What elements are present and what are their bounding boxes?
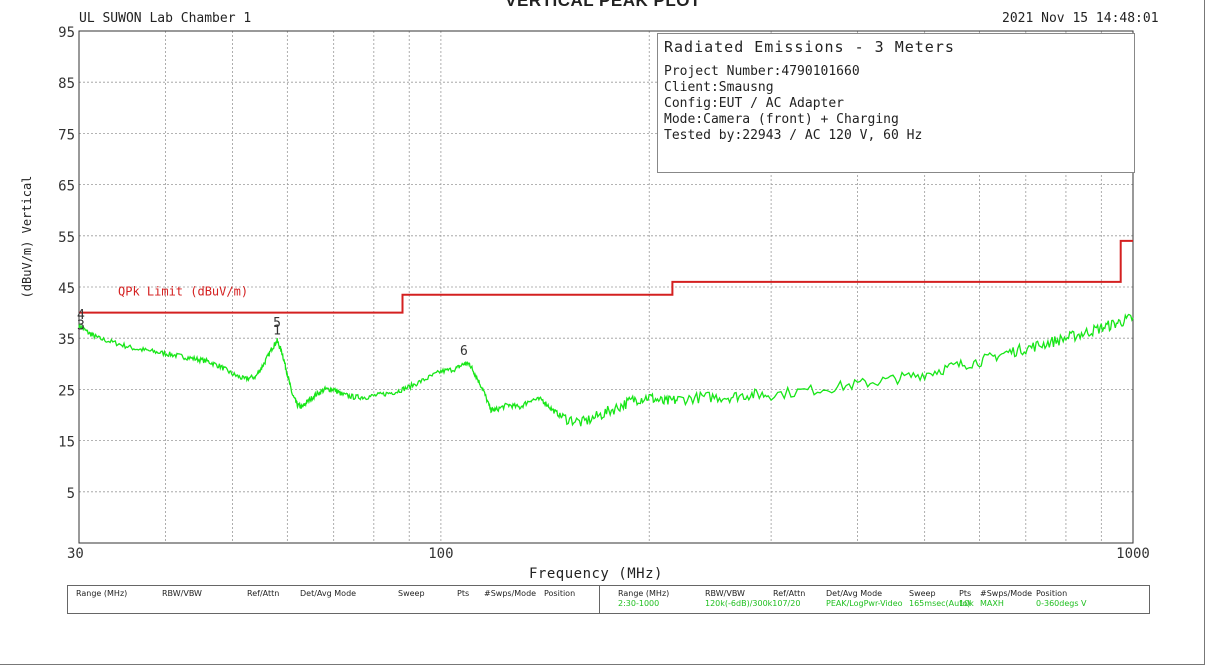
right-header-position: Position: [1036, 589, 1068, 598]
y-tick-label: 5: [67, 486, 75, 502]
value-range: 2:30-1000: [618, 599, 660, 608]
left-header-swps: #Swps/Mode: [484, 589, 537, 598]
table-divider: [599, 586, 600, 613]
test-info-box: Radiated Emissions - 3 Meters Project Nu…: [657, 33, 1135, 173]
info-mode: Mode:Camera (front) + Charging: [664, 112, 899, 127]
right-header-range: Range (MHz): [618, 589, 670, 598]
y-tick-label: 55: [58, 230, 75, 246]
right-header-rbw: RBW/VBW: [705, 589, 745, 598]
left-header-ref: Ref/Attn: [247, 589, 280, 598]
marker-1: 1: [273, 324, 281, 339]
right-header-det: Det/Avg Mode: [826, 589, 883, 598]
info-config: Config:EUT / AC Adapter: [664, 96, 845, 111]
y-axis-label: (dBuV/m) Vertical: [20, 175, 34, 299]
limit-line: [79, 239, 1133, 314]
marker-6: 6: [460, 344, 468, 359]
info-project-number: Project Number:4790101660: [664, 64, 860, 79]
limit-label: QPk Limit (dBuV/m): [118, 285, 248, 299]
marker-4: 4: [77, 308, 85, 323]
x-tick-label: 1000: [1116, 546, 1150, 562]
y-tick-label: 85: [58, 76, 75, 92]
marker-5: 5: [273, 316, 281, 331]
value-position: 0-360degs V: [1036, 599, 1087, 608]
y-tick-label: 45: [58, 281, 75, 297]
measurement-settings-table: Range (MHz) RBW/VBW Ref/Attn Det/Avg Mod…: [67, 585, 1150, 614]
value-pts: 10k: [959, 599, 974, 608]
left-header-sweep: Sweep: [398, 589, 425, 598]
marker-3: 3: [77, 318, 85, 333]
info-heading: Radiated Emissions - 3 Meters: [664, 38, 955, 56]
left-header-det: Det/Avg Mode: [300, 589, 357, 598]
y-tick-label: 75: [58, 127, 75, 143]
x-tick-label: 30: [67, 546, 84, 562]
lab-name: UL SUWON Lab Chamber 1: [79, 11, 252, 26]
value-det-mode: PEAK/LogPwr-Video: [826, 599, 903, 608]
plot-area-frame: [78, 30, 1134, 544]
y-tick-label: 65: [58, 179, 75, 195]
left-header-position: Position: [544, 589, 576, 598]
measurement-trace: [78, 313, 1134, 427]
info-client: Client:Smausng: [664, 80, 774, 95]
left-header-rbw: RBW/VBW: [162, 589, 202, 598]
value-sweep: 165msec(Auto): [909, 599, 971, 608]
left-header-range: Range (MHz): [76, 589, 128, 598]
x-tick-label: 100: [428, 546, 453, 562]
right-header-sweep: Sweep: [909, 589, 936, 598]
right-header-swps: #Swps/Mode: [980, 589, 1033, 598]
timestamp: 2021 Nov 15 14:48:01: [1002, 11, 1159, 26]
value-rbw-ref: 120k(-6dB)/300k107/20: [705, 599, 801, 608]
y-tick-label: 35: [58, 332, 75, 348]
x-axis-label: Frequency (MHz): [529, 566, 663, 582]
y-tick-label: 25: [58, 383, 75, 399]
right-header-ref: Ref/Attn: [773, 589, 806, 598]
plot-title: VERTICAL PEAK PLOT: [505, 0, 701, 10]
y-tick-label: 95: [58, 25, 75, 41]
left-header-pts: Pts: [457, 589, 470, 598]
info-tested-by: Tested by:22943 / AC 120 V, 60 Hz: [664, 128, 923, 143]
y-tick-label: 15: [58, 435, 75, 451]
right-header-pts: Pts: [959, 589, 972, 598]
value-swps: MAXH: [980, 599, 1004, 608]
